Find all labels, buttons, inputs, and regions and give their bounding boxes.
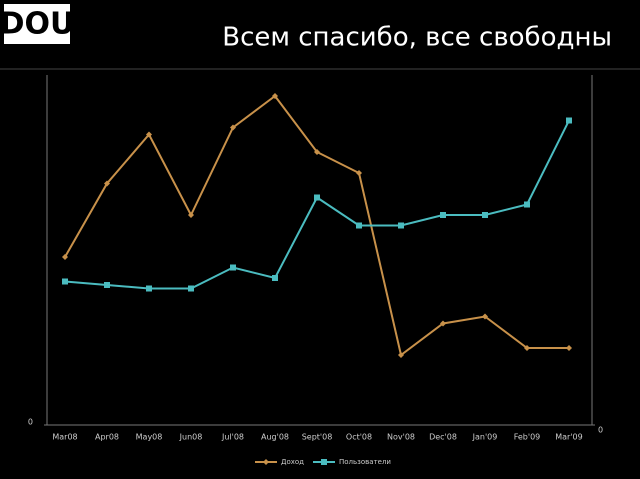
marker — [482, 212, 488, 218]
x-tick-label: Feb'09 — [514, 433, 541, 442]
marker — [482, 313, 488, 320]
marker — [440, 212, 446, 218]
legend-marker — [321, 459, 327, 465]
marker — [440, 320, 446, 327]
logo-box — [4, 4, 70, 44]
marker — [566, 117, 572, 124]
marker — [104, 180, 110, 187]
marker — [230, 124, 236, 131]
x-tick-label: Sept'08 — [302, 433, 333, 442]
x-tick-label: Mar08 — [52, 433, 77, 442]
x-tick-label: May08 — [136, 433, 163, 442]
marker — [62, 254, 68, 260]
x-tick-label: Jan'09 — [472, 433, 498, 442]
legend-label: Пользователи — [339, 458, 391, 466]
marker — [62, 278, 68, 285]
x-tick-label: Nov'08 — [387, 433, 415, 442]
marker — [272, 93, 278, 99]
marker — [188, 285, 194, 292]
chart-title: Всем спасибо, все свободны — [222, 23, 612, 53]
marker — [398, 352, 404, 358]
marker — [356, 222, 362, 229]
marker — [314, 149, 320, 155]
marker — [566, 345, 572, 351]
marker — [104, 282, 110, 288]
marker — [314, 194, 320, 201]
legend-marker — [263, 459, 269, 465]
logo: DOU — [0, 7, 74, 42]
x-tick-label: Dec'08 — [429, 433, 457, 442]
x-tick-label: Aug'08 — [261, 433, 289, 442]
x-tick-label: Apr08 — [95, 433, 119, 442]
marker — [398, 222, 404, 229]
x-tick-label: Jul'08 — [221, 433, 244, 442]
marker — [524, 345, 530, 351]
x-tick-label: Jun08 — [179, 433, 203, 442]
x-tick-label: Oct'08 — [346, 433, 372, 442]
x-tick-label: Mar'09 — [555, 433, 582, 442]
marker — [524, 201, 530, 208]
marker — [230, 264, 236, 271]
marker — [188, 212, 194, 218]
y2-tick-label: 0 — [598, 426, 603, 435]
marker — [356, 170, 362, 176]
legend-label: Доход — [281, 458, 304, 466]
marker — [272, 275, 278, 281]
marker — [146, 285, 152, 292]
y-tick-label: 0 — [28, 418, 33, 427]
marker — [146, 131, 152, 138]
